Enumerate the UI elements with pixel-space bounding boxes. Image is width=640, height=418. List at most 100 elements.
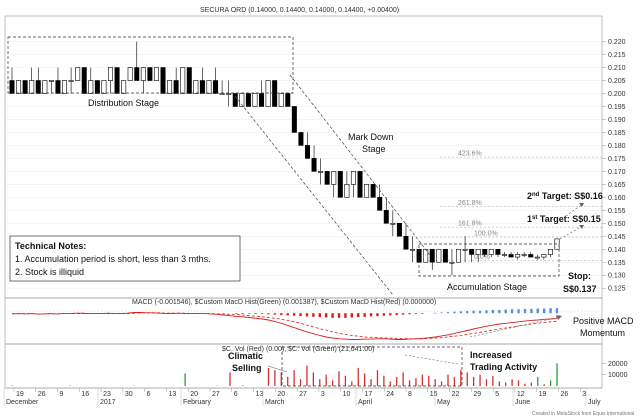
macd-hist-bar — [382, 313, 386, 316]
candle-body — [331, 171, 337, 185]
candle-body — [377, 197, 383, 211]
macd-hist-bar — [369, 313, 373, 317]
candle-body — [501, 254, 507, 256]
macd-hist-bar — [510, 309, 514, 314]
candle-body — [311, 158, 317, 172]
price-tick-label: 0.200 — [608, 91, 626, 98]
date-tick-label: 20 — [277, 391, 285, 398]
target-1-label: 1st Target: S$0.15 — [527, 214, 601, 224]
fib-level-label: 423.6% — [458, 151, 482, 158]
macd-hist-bar — [235, 313, 238, 314]
markdown-channel-lower — [234, 95, 394, 296]
stop-label-2: S$0.137 — [563, 284, 597, 294]
candle-body — [239, 93, 245, 107]
candle-body — [42, 80, 48, 94]
fib-level-label: 0.0% — [474, 254, 490, 261]
macd-hist-bar — [305, 313, 309, 317]
candle-body — [528, 254, 534, 258]
target-1-num: 1 — [527, 214, 532, 224]
candle-body — [219, 93, 225, 95]
date-tick-label: 16 — [81, 391, 89, 398]
price-grid — [5, 41, 602, 289]
candle-body — [245, 93, 251, 107]
macd-hist-bar — [472, 310, 475, 314]
candlesticks — [9, 41, 560, 276]
candle-body — [107, 67, 113, 81]
macd-hist-bar — [433, 312, 437, 314]
candle-body — [226, 93, 232, 95]
macd-hist-bar — [517, 309, 520, 314]
macd-hist-bar — [504, 309, 507, 314]
candle-body — [48, 80, 54, 82]
candle-body — [442, 248, 448, 263]
price-tick-label: 0.125 — [608, 286, 626, 293]
macd-hist-bar — [331, 313, 334, 318]
candle-body — [265, 80, 271, 107]
macd-hist-bar — [299, 313, 302, 317]
candle-body — [16, 80, 22, 94]
date-tick-label: 23 — [103, 391, 111, 398]
candle-body — [81, 67, 87, 94]
target-1-sup: st — [532, 215, 537, 221]
candle-body — [167, 80, 173, 94]
price-tick-label: 0.145 — [608, 234, 626, 241]
macd-hist-bar — [312, 313, 315, 317]
candle-body — [541, 254, 547, 258]
price-tick-label: 0.150 — [608, 221, 626, 228]
candle-body — [298, 132, 304, 146]
date-tick-label: 19 — [16, 391, 24, 398]
candle-body — [488, 248, 494, 255]
candle-body — [35, 80, 41, 94]
candle-body — [508, 254, 514, 258]
macd-hist-bar — [485, 310, 488, 314]
candle-body — [213, 80, 219, 94]
macd-label-2: Momentum — [580, 328, 625, 338]
technical-notes-line1: 1. Accumulation period is short, less th… — [15, 254, 211, 264]
candle-body — [252, 93, 258, 107]
price-axis-ticks: 0.220 0.215 0.210 0.205 0.200 0.195 0.190 0.185… — [602, 39, 626, 293]
climatic-arrow — [267, 365, 288, 373]
candle-body — [344, 184, 350, 198]
macd-hist-bar — [401, 313, 405, 315]
date-tick-label: 8 — [408, 391, 412, 398]
macd-hist-bar — [440, 312, 443, 314]
candle-body — [547, 248, 553, 255]
date-tick-label: 17 — [364, 391, 372, 398]
candle-body — [521, 254, 527, 256]
macd-hist-bar — [395, 313, 398, 315]
month-label: July — [588, 399, 601, 406]
month-label: June — [515, 399, 530, 406]
candle-body — [88, 80, 94, 94]
fib-level-label: 100.0% — [474, 231, 498, 238]
candle-body — [436, 248, 442, 263]
volume-header: $C. Vol (Red) (0.00), $C. Vol (Green) (2… — [222, 346, 375, 353]
fib-level-label: 261.8% — [458, 200, 482, 207]
macd-hist-bar — [491, 309, 495, 314]
price-tick-label: 0.215 — [608, 52, 626, 59]
macd-hist-bar — [241, 313, 245, 314]
date-tick-label: 22 — [452, 391, 460, 398]
candle-body — [337, 171, 343, 198]
month-label: 2017 — [100, 399, 116, 406]
price-tick-label: 0.175 — [608, 156, 626, 163]
macd-hist-bar — [139, 312, 142, 314]
target-2-label: 2nd Target: S$0.16 — [527, 191, 603, 201]
date-tick-label: 24 — [386, 391, 394, 398]
price-tick-label: 0.180 — [608, 143, 626, 150]
candle-body — [456, 248, 462, 263]
technical-notes-line2: 2. Stock is illiquid — [15, 267, 84, 277]
candle-body — [173, 80, 179, 94]
macd-header: MACD (-0.001546), $Custom MacD Hist(Gree… — [132, 299, 436, 306]
macd-hist-bar — [318, 313, 321, 318]
technical-notes-title: Technical Notes: — [15, 241, 86, 251]
date-tick-label: 12 — [517, 391, 525, 398]
macd-hist-bar — [459, 311, 463, 314]
date-tick-label: 26 — [38, 391, 46, 398]
candle-body — [410, 248, 416, 251]
macd-hist-bar — [344, 313, 347, 318]
date-tick-label: 26 — [560, 391, 568, 398]
date-tick-label: 19 — [539, 391, 547, 398]
candle-body — [383, 210, 389, 224]
macd-hist-bar — [536, 308, 539, 314]
candle-body — [140, 67, 146, 81]
